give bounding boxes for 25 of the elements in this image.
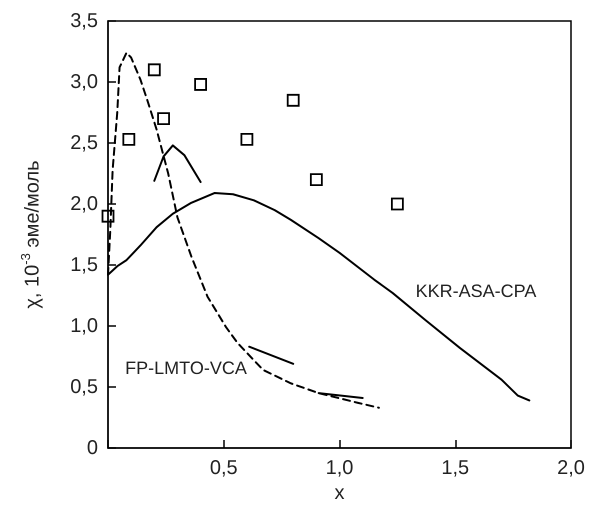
point	[122, 132, 136, 146]
y-axis-title: χ, 10-3 эме/моль	[18, 160, 44, 309]
y-tick-label: 3,0	[70, 71, 98, 93]
x-tick-label: 0,5	[210, 457, 238, 479]
y-tick-label: 0	[86, 437, 98, 459]
point	[390, 198, 404, 210]
point	[286, 94, 300, 107]
y-tick-label: 2,5	[70, 132, 98, 154]
point	[194, 78, 207, 91]
y-tick-label: 1,5	[70, 254, 98, 276]
x-tick-label: 2,0	[557, 457, 585, 479]
x-axis-title: x	[334, 482, 344, 504]
annotation: KKR-ASA-CPA	[416, 281, 536, 301]
y-tick-label: 1,0	[70, 315, 98, 337]
point	[240, 132, 254, 146]
x-tick-label: 1,0	[326, 457, 354, 479]
x-tick-label: 1,5	[441, 457, 470, 479]
point	[102, 210, 114, 223]
y-tick-label: 0,5	[70, 376, 98, 398]
y-tick-label: 3,5	[70, 10, 98, 32]
point	[157, 112, 170, 125]
y-tick-label: 2,0	[70, 193, 98, 215]
point	[148, 63, 161, 76]
point	[310, 173, 323, 186]
annotation: FP-LMTO-VCA	[125, 358, 247, 378]
